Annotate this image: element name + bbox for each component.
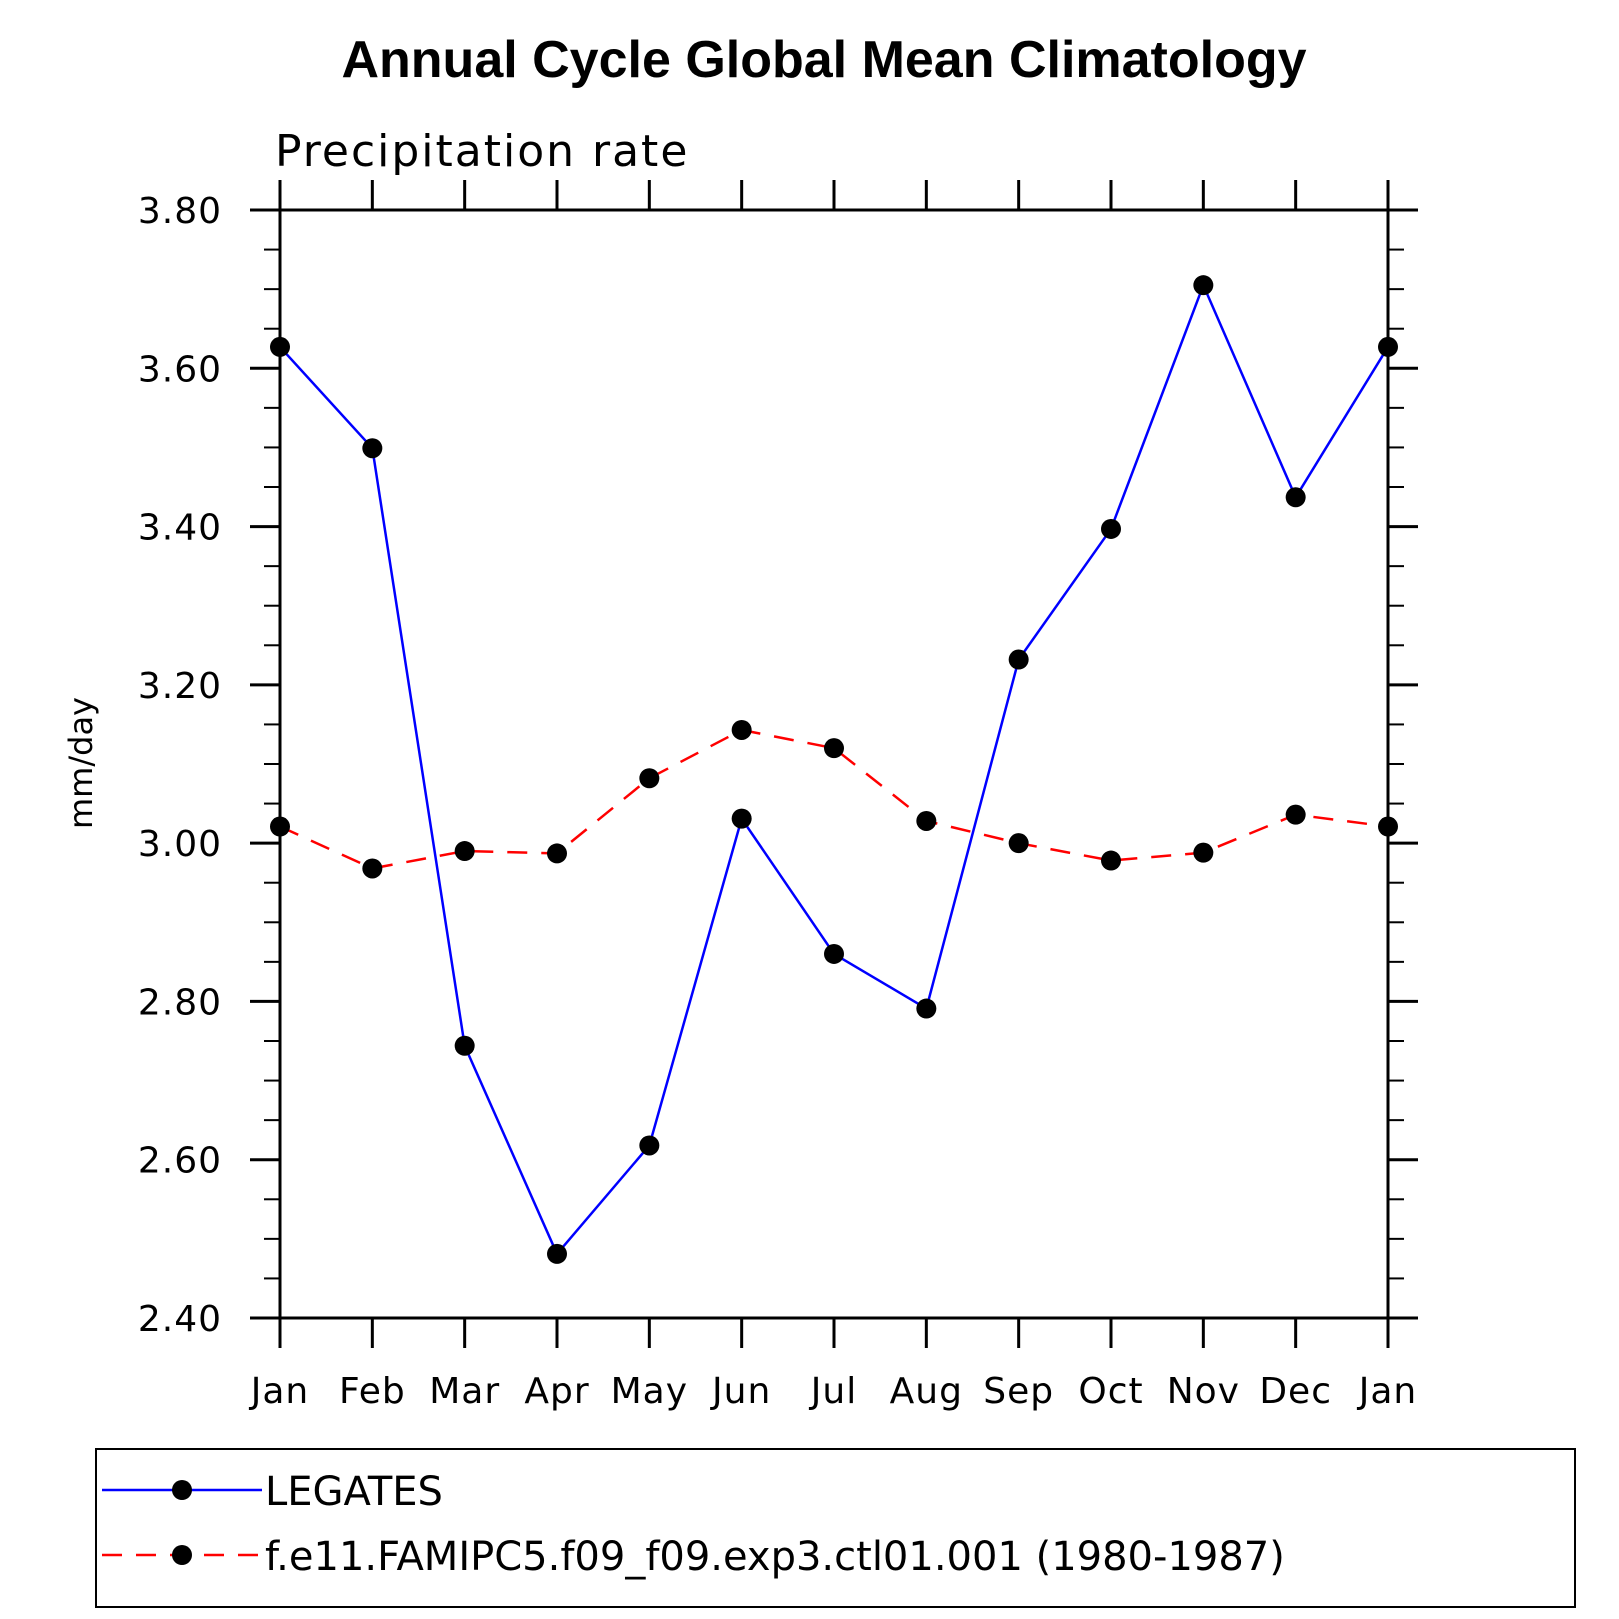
plot-frame bbox=[278, 208, 1390, 1320]
series-point bbox=[1378, 816, 1398, 837]
x-tick-label: Dec bbox=[1259, 1371, 1332, 1412]
axes: 2.40 2.60 2.80 3.00 3.20 3.40 3.60 3.80 Jan Feb Ma… bbox=[138, 180, 1418, 1412]
series-point bbox=[547, 843, 567, 864]
series-point bbox=[454, 841, 475, 862]
series-point bbox=[916, 810, 937, 831]
series-point bbox=[1285, 804, 1306, 825]
series-point bbox=[362, 438, 383, 459]
series-point bbox=[1008, 833, 1029, 854]
series-point bbox=[1193, 842, 1214, 863]
series-line bbox=[279, 281, 1390, 1257]
series-point bbox=[454, 1035, 475, 1056]
series-point bbox=[916, 998, 937, 1019]
series-point bbox=[1193, 275, 1214, 296]
series-point bbox=[270, 816, 290, 837]
x-tick-label: Jan bbox=[1357, 1371, 1418, 1412]
legend-marker bbox=[172, 1545, 192, 1565]
series-point bbox=[362, 858, 383, 879]
series-point bbox=[639, 1135, 660, 1156]
x-tick-label: Jun bbox=[710, 1371, 771, 1412]
legend-box bbox=[95, 1448, 1576, 1608]
y-tick-label: 3.20 bbox=[138, 666, 222, 707]
x-tick-label: Apr bbox=[524, 1371, 589, 1412]
x-tick-label: Sep bbox=[983, 1371, 1054, 1412]
chart-title: Annual Cycle Global Mean Climatology bbox=[341, 31, 1306, 89]
series-point bbox=[547, 1243, 567, 1264]
series-layer bbox=[270, 275, 1398, 1264]
series-point bbox=[1285, 487, 1306, 508]
x-tick-label: Aug bbox=[890, 1371, 963, 1412]
x-tick-label: Oct bbox=[1078, 1371, 1143, 1412]
y-axis-label: mm/day bbox=[62, 697, 100, 829]
x-tick-label: Nov bbox=[1167, 1371, 1240, 1412]
legend-label: f.e11.FAMIPC5.f09_f09.exp3.ctl01.001 (19… bbox=[265, 1534, 1285, 1580]
y-tick-label: 3.40 bbox=[138, 508, 222, 549]
series-point bbox=[1101, 850, 1121, 871]
legend-label: LEGATES bbox=[265, 1469, 443, 1515]
series-point bbox=[1008, 649, 1029, 670]
series-point bbox=[824, 738, 844, 759]
chart-subtitle: Precipitation rate bbox=[275, 126, 689, 177]
legend: LEGATES f.e11.FAMIPC5.f09_f09.exp3.ctl01.… bbox=[95, 1448, 1576, 1608]
y-tick-label: 3.80 bbox=[138, 191, 222, 232]
series-point bbox=[270, 336, 290, 357]
series-0 bbox=[270, 275, 1398, 1264]
series-point bbox=[824, 943, 844, 964]
x-tick-label: Jan bbox=[249, 1371, 310, 1412]
y-tick-label: 2.60 bbox=[138, 1141, 222, 1182]
series-point bbox=[731, 808, 752, 829]
y-tick-label: 2.80 bbox=[138, 982, 222, 1023]
series-point bbox=[639, 768, 660, 789]
series-point bbox=[1101, 518, 1121, 539]
series-point bbox=[731, 719, 752, 740]
x-tick-label: Mar bbox=[429, 1371, 500, 1412]
y-tick-label: 2.40 bbox=[138, 1299, 222, 1340]
x-tick-label: Feb bbox=[339, 1371, 406, 1412]
legend-marker bbox=[172, 1480, 192, 1500]
y-tick-label: 3.00 bbox=[138, 824, 222, 865]
x-tick-label: Jul bbox=[809, 1371, 857, 1412]
y-tick-label: 3.60 bbox=[138, 349, 222, 390]
series-1 bbox=[270, 719, 1398, 879]
x-tick-label: May bbox=[611, 1371, 688, 1412]
series-point bbox=[1378, 336, 1398, 357]
